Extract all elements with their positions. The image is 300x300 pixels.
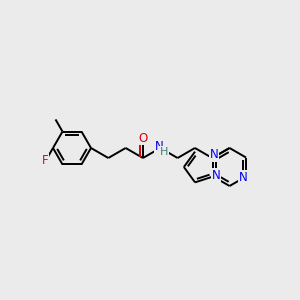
- Text: N: N: [155, 140, 164, 154]
- Text: N: N: [210, 148, 218, 161]
- Text: F: F: [42, 154, 48, 166]
- Text: N: N: [212, 169, 220, 182]
- Text: N: N: [238, 171, 247, 184]
- Text: H: H: [160, 147, 169, 157]
- Text: O: O: [138, 131, 148, 145]
